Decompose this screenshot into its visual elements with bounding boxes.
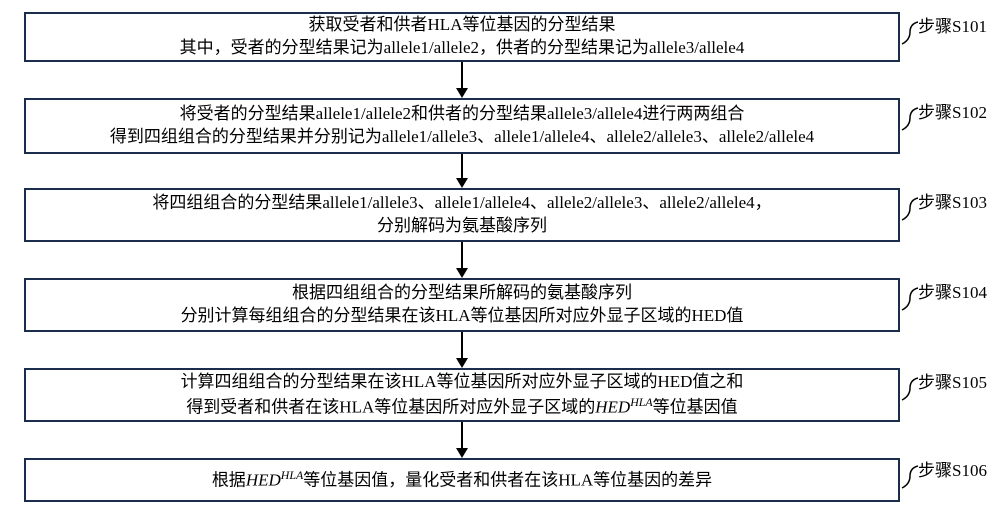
step-label-s105: 步骤S105 [918,368,987,393]
step-box-s105: 计算四组组合的分型结果在该HLA等位基因所对应外显子区域的HED值之和得到受者和… [24,368,900,422]
step-text-line: 得到受者和供者在该HLA等位基因所对应外显子区域的HEDHLA等位基因值 [186,394,737,420]
label-connector [900,464,920,492]
step-text-line: 其中，受者的分型结果记为allele1/allele2，供者的分型结果记为all… [180,37,745,60]
step-box-s102: 将受者的分型结果allele1/allele2和供者的分型结果allele3/a… [24,98,900,154]
step-label-s103: 步骤S103 [918,188,987,213]
arrow-head [456,178,468,188]
step-text-line: 将受者的分型结果allele1/allele2和供者的分型结果allele3/a… [180,103,745,126]
label-connector [900,376,920,404]
step-label-s102: 步骤S102 [918,98,987,123]
label-connector [900,20,920,48]
arrow-head [456,358,468,368]
step-text-line: 得到四组组合的分型结果并分别记为allele1/allele3、allele1/… [110,126,814,149]
step-text-line: 将四组组合的分型结果allele1/allele3、allele1/allele… [152,192,771,215]
arrow-shaft [461,422,463,450]
step-box-s106: 根据HEDHLA等位基因值，量化受者和供者在该HLA等位基因的差异 [24,458,900,502]
step-box-s103: 将四组组合的分型结果allele1/allele3、allele1/allele… [24,188,900,242]
arrow-shaft [461,332,463,360]
step-box-s101: 获取受者和供者HLA等位基因的分型结果其中，受者的分型结果记为allele1/a… [24,12,900,62]
arrow-shaft [461,242,463,270]
arrow-head [456,268,468,278]
arrow-head [456,88,468,98]
step-text-line: 获取受者和供者HLA等位基因的分型结果 [309,14,616,37]
arrow-head [456,448,468,458]
step-label-s101: 步骤S101 [918,12,987,37]
flowchart-canvas: 获取受者和供者HLA等位基因的分型结果其中，受者的分型结果记为allele1/a… [0,0,1000,532]
step-text-line: 分别计算每组组合的分型结果在该HLA等位基因所对应外显子区域的HED值 [181,305,744,328]
step-label-s106: 步骤S106 [918,456,987,481]
step-text-line: 分别解码为氨基酸序列 [377,215,547,238]
arrow-shaft [461,154,463,180]
label-connector [900,106,920,134]
label-connector [900,286,920,314]
step-box-s104: 根据四组组合的分型结果所解码的氨基酸序列分别计算每组组合的分型结果在该HLA等位… [24,278,900,332]
step-text-line: 根据四组组合的分型结果所解码的氨基酸序列 [292,282,632,305]
step-label-s104: 步骤S104 [918,278,987,303]
step-text-line: 计算四组组合的分型结果在该HLA等位基因所对应外显子区域的HED值之和 [181,371,744,394]
arrow-shaft [461,62,463,90]
label-connector [900,196,920,224]
step-text-line: 根据HEDHLA等位基因值，量化受者和供者在该HLA等位基因的差异 [212,467,712,493]
